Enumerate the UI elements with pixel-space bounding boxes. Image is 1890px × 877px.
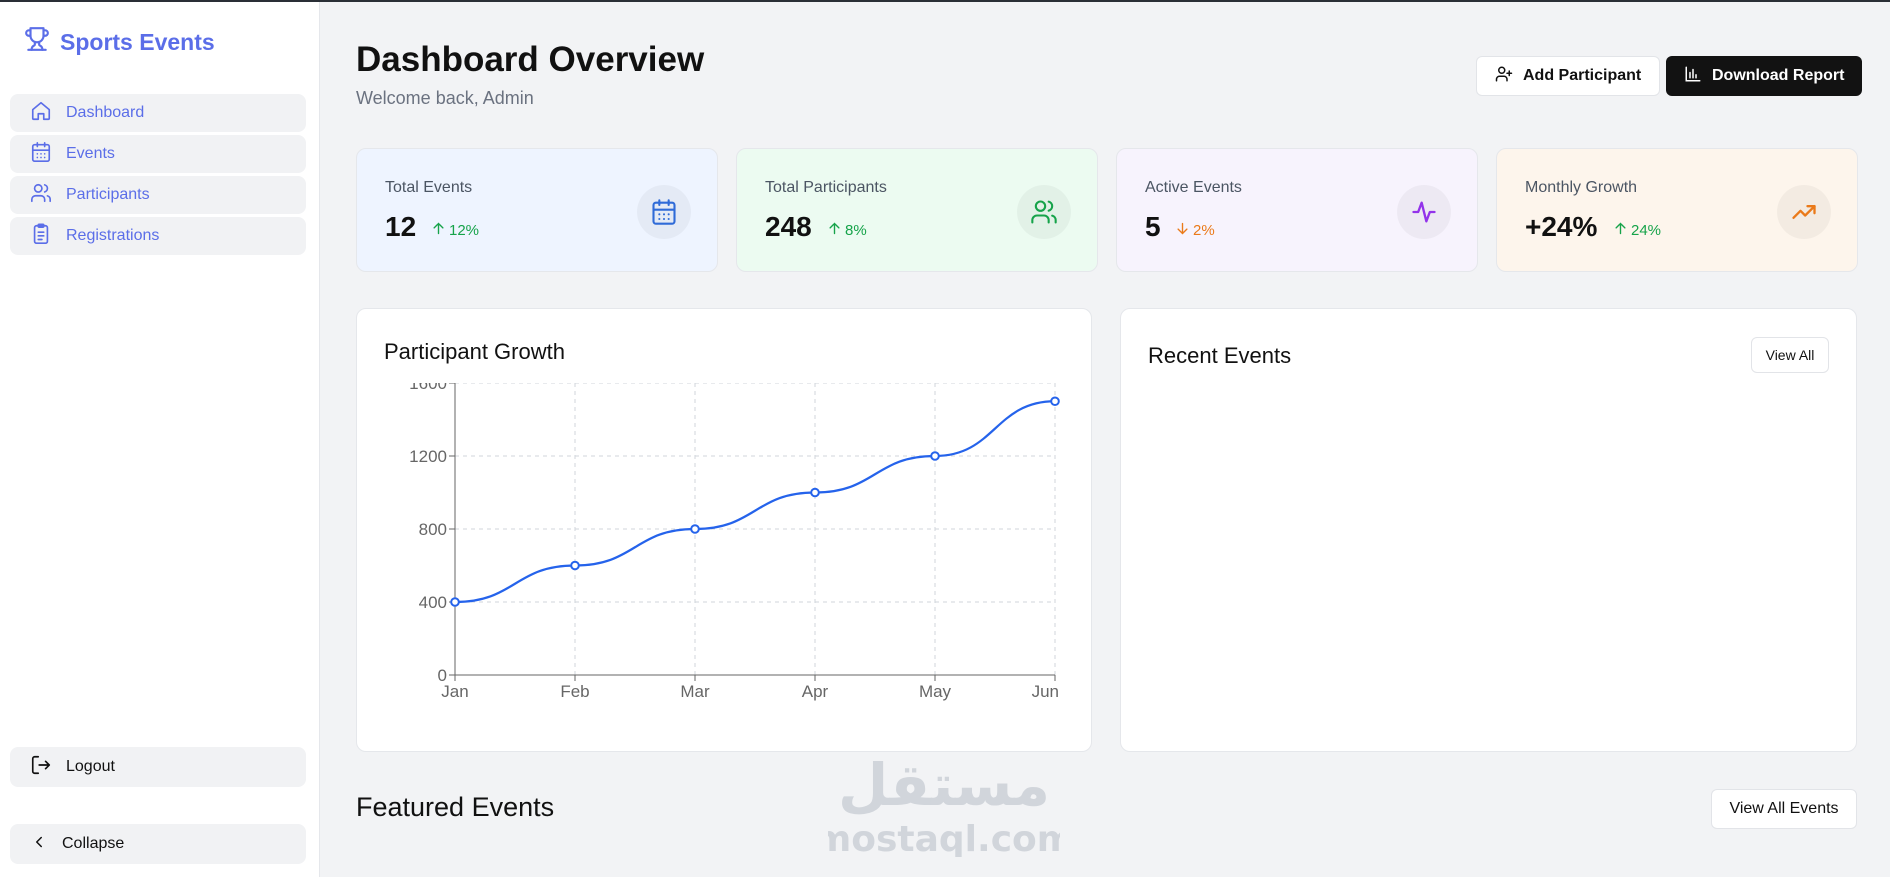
collapse-label: Collapse — [62, 835, 125, 852]
stat-label: Total Participants — [765, 179, 887, 196]
arrow-up-icon — [827, 221, 842, 240]
view-all-events-button[interactable]: View All Events — [1711, 789, 1857, 829]
y-tick-label: 1200 — [409, 447, 447, 466]
x-tick-label: Apr — [802, 682, 829, 701]
watermark-arabic: مستقل — [838, 751, 1050, 819]
home-icon — [30, 100, 52, 127]
logout-icon — [30, 754, 52, 781]
sidebar-item-label: Dashboard — [66, 104, 145, 121]
x-tick-label: Jun — [1032, 682, 1059, 701]
add-participant-label: Add Participant — [1523, 67, 1642, 84]
stat-trend: 8% — [827, 221, 867, 240]
clipboard-icon — [30, 223, 52, 250]
stat-card-total-events: Total Events 12 12% — [356, 148, 718, 272]
users-icon — [1017, 185, 1071, 239]
stat-label: Monthly Growth — [1525, 179, 1638, 196]
stat-value: 248 — [765, 211, 812, 242]
sidebar-item-participants[interactable]: Participants — [10, 176, 306, 214]
x-tick-label: Jan — [441, 682, 468, 701]
download-report-button[interactable]: Download Report — [1666, 56, 1863, 96]
stat-trend: 24% — [1613, 221, 1661, 240]
stat-trend-value: 24% — [1631, 222, 1662, 239]
sidebar-item-label: Events — [66, 145, 115, 162]
arrow-up-icon — [1613, 221, 1628, 240]
sidebar-item-label: Registrations — [66, 227, 160, 244]
stat-card-monthly-growth: Monthly Growth +24% 24% — [1496, 148, 1858, 272]
series-line — [454, 400, 1056, 604]
logout-button[interactable]: Logout — [10, 747, 306, 787]
y-tick-label: 0 — [438, 666, 447, 685]
activity-icon — [1397, 185, 1451, 239]
featured-events-title: Featured Events — [356, 792, 555, 822]
arrow-up-icon — [431, 221, 446, 240]
card-title: Participant Growth — [384, 339, 565, 364]
data-point — [570, 560, 580, 571]
sidebar-item-label: Participants — [66, 186, 150, 203]
download-report-label: Download Report — [1712, 67, 1845, 84]
sidebar-item-registrations[interactable]: Registrations — [10, 217, 306, 255]
add-participant-button[interactable]: Add Participant — [1476, 56, 1661, 96]
x-tick-label: Feb — [560, 682, 589, 701]
data-point — [1050, 396, 1060, 407]
data-point — [810, 487, 820, 498]
x-tick-label: Mar — [680, 682, 710, 701]
stat-value: +24% — [1525, 211, 1598, 242]
stat-card-active-events: Active Events 5 2% — [1116, 148, 1478, 272]
logout-label: Logout — [66, 758, 115, 775]
stat-trend: 12% — [431, 221, 479, 240]
participant-growth-chart: 0 400 800 1200 1600 Jan Feb Mar Apr May Jun — [409, 383, 1060, 701]
stat-trend: 2% — [1175, 221, 1215, 240]
stat-value: 12 — [385, 211, 417, 242]
bar-chart-icon — [1684, 65, 1702, 88]
view-all-button[interactable]: View All — [1751, 337, 1829, 373]
sidebar-nav: Dashboard Events Participants Registrati… — [10, 94, 306, 258]
data-point — [930, 451, 940, 461]
collapse-button[interactable]: Collapse — [10, 824, 306, 864]
page-title: Dashboard Overview — [356, 40, 705, 79]
participant-growth-card: Participant Growth 0 400 800 1200 1600 Jan Feb… — [356, 308, 1092, 752]
brand[interactable]: Sports Events — [24, 26, 215, 58]
data-point — [450, 597, 460, 607]
stat-trend-value: 8% — [845, 222, 867, 239]
page-subtitle: Welcome back, Admin — [356, 88, 534, 108]
x-tick-label: May — [919, 682, 952, 701]
stat-trend-value: 2% — [1193, 222, 1215, 239]
stat-label: Active Events — [1145, 179, 1242, 196]
y-tick-label: 400 — [419, 593, 447, 612]
watermark-logo: مستقل mostaql.com — [828, 751, 1060, 857]
stat-trend-value: 12% — [449, 222, 480, 239]
sidebar-item-dashboard[interactable]: Dashboard — [10, 94, 306, 132]
arrow-down-icon — [1175, 221, 1190, 240]
sidebar-item-events[interactable]: Events — [10, 135, 306, 173]
trophy-icon — [24, 26, 50, 58]
y-tick-label: 800 — [419, 520, 447, 539]
chevron-left-icon — [30, 833, 48, 856]
card-title: Recent Events — [1148, 343, 1292, 368]
user-plus-icon — [1495, 65, 1513, 88]
data-point — [690, 524, 700, 534]
watermark-url: mostaql.com — [828, 819, 1060, 857]
calendar-icon — [637, 185, 691, 239]
stat-value: 5 — [1145, 211, 1161, 242]
sidebar: Sports Events Dashboard Events Participa… — [0, 2, 320, 877]
brand-name: Sports Events — [60, 28, 215, 55]
users-icon — [30, 182, 52, 209]
stat-card-total-participants: Total Participants 248 8% — [736, 148, 1098, 272]
trending-up-icon — [1777, 185, 1831, 239]
calendar-icon — [30, 141, 52, 168]
recent-events-card: Recent Events View All — [1120, 308, 1857, 752]
y-tick-label: 1600 — [409, 383, 447, 393]
stat-label: Total Events — [385, 179, 473, 196]
